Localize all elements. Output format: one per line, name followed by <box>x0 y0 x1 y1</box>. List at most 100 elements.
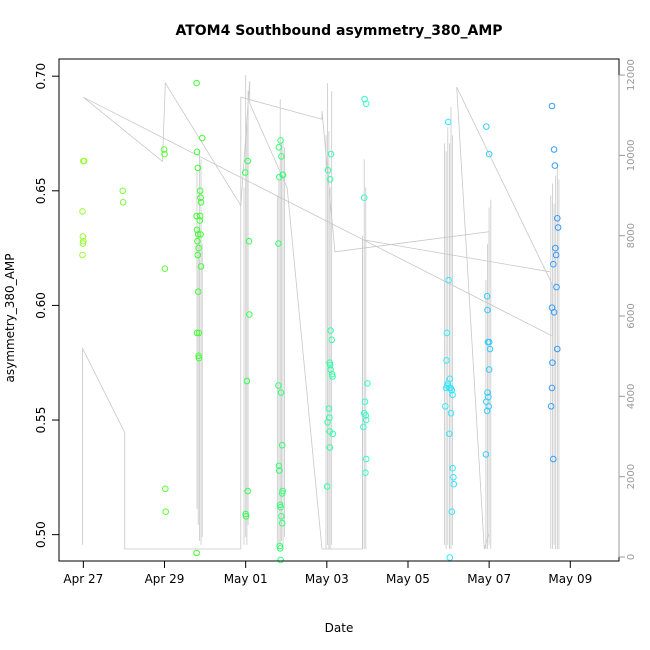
data-point <box>276 545 284 552</box>
data-point <box>79 233 87 240</box>
data-point <box>79 251 86 259</box>
data-point <box>79 240 87 247</box>
data-point <box>193 148 201 156</box>
y2-tick-label: 4000 <box>626 384 637 409</box>
data-point <box>550 260 557 268</box>
data-point <box>326 444 334 451</box>
data-point <box>277 503 284 511</box>
data-point <box>362 100 370 107</box>
plot-frame <box>58 58 620 562</box>
data-point <box>196 212 204 220</box>
data-point <box>324 166 332 174</box>
secondary-series-line <box>82 81 553 550</box>
y-axis-right: 0 2000 4000 6000 8000 10000 12000 <box>618 59 637 560</box>
data-point <box>483 292 491 300</box>
data-point <box>549 359 556 367</box>
data-point <box>445 276 452 284</box>
data-point <box>278 490 286 497</box>
data-point <box>483 123 490 130</box>
x-tick-label: May 07 <box>467 572 511 586</box>
data-point <box>196 187 204 195</box>
data-point <box>550 455 557 463</box>
data-point <box>364 380 371 387</box>
data-point <box>193 79 200 87</box>
data-point <box>277 556 284 564</box>
x-tick-label: May 03 <box>305 572 349 586</box>
data-point <box>483 407 491 415</box>
data-point <box>197 199 205 206</box>
data-point <box>362 455 370 463</box>
data-point <box>278 441 286 449</box>
data-point <box>278 519 286 527</box>
data-point <box>242 510 249 518</box>
data-point <box>444 118 452 126</box>
data-point <box>482 451 490 458</box>
data-point <box>193 549 200 557</box>
data-point <box>242 169 249 176</box>
data-point <box>194 288 202 296</box>
data-point <box>550 146 558 153</box>
data-point <box>242 513 250 520</box>
data-point <box>277 389 285 396</box>
data-point <box>485 366 493 373</box>
y2-tick-label: 10000 <box>626 139 637 171</box>
data-point <box>195 329 203 337</box>
data-point <box>485 338 493 346</box>
data-point <box>80 237 87 245</box>
data-point <box>550 309 558 316</box>
data-point <box>161 265 169 273</box>
data-point <box>486 345 494 353</box>
data-point <box>554 345 561 353</box>
data-point <box>244 487 251 495</box>
data-point <box>548 384 556 392</box>
data-point <box>246 311 253 318</box>
x-tick-label: Apr 29 <box>145 572 185 586</box>
y-tick-label: 0.65 <box>34 177 48 204</box>
data-point <box>329 373 336 380</box>
y2-tick-label: 0 <box>626 554 637 560</box>
data-point <box>160 146 168 153</box>
data-point <box>484 306 491 314</box>
data-point <box>162 485 169 493</box>
data-point <box>450 474 457 481</box>
data-point <box>551 162 559 169</box>
data-point <box>554 224 562 231</box>
data-point <box>275 382 282 389</box>
data-point <box>119 199 127 206</box>
data-point <box>245 237 253 245</box>
y-tick-label: 0.55 <box>34 407 48 434</box>
y2-tick-label: 6000 <box>626 303 637 328</box>
data-point <box>195 354 203 362</box>
data-point <box>326 361 334 369</box>
data-point <box>326 359 334 367</box>
data-point <box>327 150 335 158</box>
data-point <box>195 352 202 360</box>
data-point <box>552 251 560 259</box>
x-tick-label: May 01 <box>224 572 268 586</box>
secondary-series-layer <box>82 75 560 550</box>
data-point <box>442 403 449 410</box>
data-point <box>443 329 451 337</box>
data-point <box>162 508 169 516</box>
data-point <box>485 150 493 158</box>
data-point <box>328 336 336 344</box>
data-point <box>79 208 86 215</box>
data-point <box>277 137 284 144</box>
data-point <box>194 164 202 172</box>
y2-tick-label: 12000 <box>626 59 637 91</box>
data-point <box>361 95 368 103</box>
data-point <box>278 153 285 160</box>
data-point <box>276 501 284 509</box>
data-point <box>161 150 168 158</box>
x-tick-label: May 05 <box>386 572 430 586</box>
data-point <box>275 240 282 247</box>
data-point <box>243 377 251 385</box>
data-point <box>194 237 201 245</box>
data-point <box>278 513 285 520</box>
data-point <box>548 102 556 110</box>
chart-title: ATOM4 Southbound asymmetry_380_AMP <box>175 23 502 39</box>
y2-tick-label: 8000 <box>626 223 637 248</box>
data-point <box>329 430 337 438</box>
data-point <box>197 194 204 201</box>
